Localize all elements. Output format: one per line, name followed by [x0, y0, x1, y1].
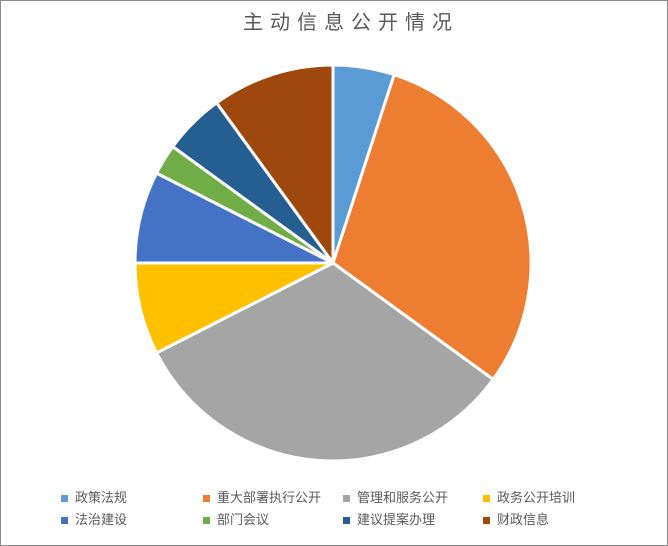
- pie-slice-8: [215, 63, 335, 265]
- pie-slice-3: [155, 261, 495, 463]
- pie-slice-2: [331, 73, 533, 381]
- chart-title: 主动信息公开情况: [243, 12, 459, 34]
